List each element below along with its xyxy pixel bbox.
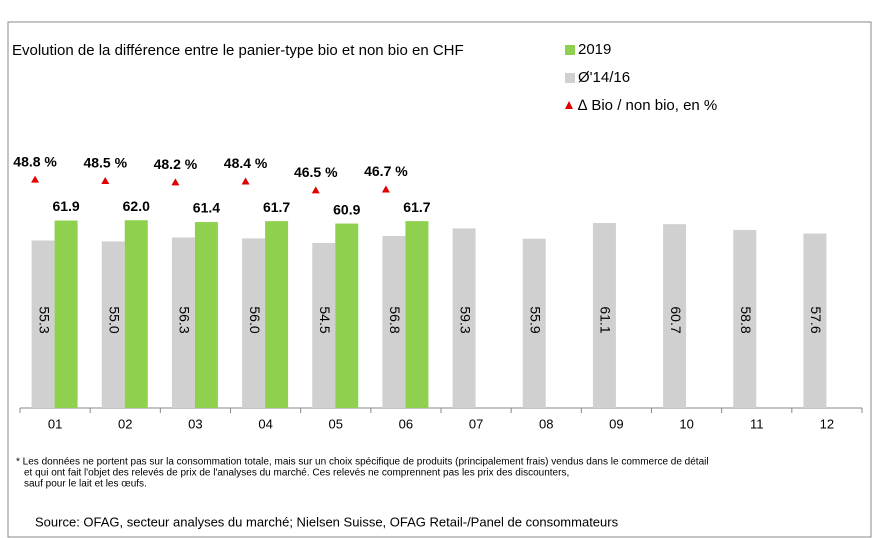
value-label: 62.0 — [123, 198, 150, 214]
bar — [242, 238, 266, 408]
x-tick-label: 05 — [329, 416, 343, 431]
x-tick-label: 03 — [188, 416, 202, 431]
bar — [382, 235, 406, 408]
value-label: 55.3 — [36, 306, 52, 333]
bar — [194, 222, 218, 408]
legend-label: Ø'14/16 — [578, 69, 630, 86]
value-label: 61.7 — [263, 199, 290, 215]
marker — [31, 175, 40, 183]
marker — [171, 178, 180, 186]
value-label: 56.8 — [387, 306, 403, 333]
legend-swatch — [565, 45, 575, 55]
legend-label: 2019 — [578, 41, 611, 58]
x-tick-label: 01 — [48, 416, 62, 431]
value-label: 48.5 % — [83, 155, 127, 171]
value-label: 46.5 % — [294, 164, 338, 180]
x-tick-label: 10 — [679, 416, 693, 431]
x-tick-label: 12 — [820, 416, 834, 431]
marker — [241, 177, 250, 185]
bar — [405, 221, 429, 408]
value-label: 48.2 % — [154, 156, 198, 172]
value-label: 54.5 — [317, 306, 333, 333]
bar — [522, 238, 546, 408]
source: Source: OFAG, secteur analyses du marché… — [35, 514, 619, 529]
value-label: 55.9 — [528, 306, 544, 333]
x-tick-label: 08 — [539, 416, 553, 431]
x-tick-label: 11 — [750, 416, 764, 431]
bar — [592, 222, 616, 408]
bar — [803, 233, 827, 408]
value-label: 48.4 % — [224, 155, 268, 171]
bar — [452, 228, 476, 408]
bar — [265, 221, 289, 408]
bar — [335, 223, 359, 408]
footnote: * Les données ne portent pas sur la cons… — [16, 457, 709, 468]
value-label: 59.3 — [457, 306, 473, 333]
bar — [101, 241, 125, 408]
value-label: 46.7 % — [364, 163, 408, 179]
value-label: 60.7 — [668, 306, 684, 333]
chart-title: Evolution de la différence entre le pani… — [12, 42, 464, 59]
value-label: 56.3 — [177, 306, 193, 333]
value-label: 57.6 — [808, 306, 824, 333]
bar — [171, 237, 195, 408]
x-tick-label: 04 — [258, 416, 272, 431]
x-tick-label: 07 — [469, 416, 483, 431]
legend-swatch — [565, 73, 575, 83]
value-label: 61.1 — [598, 306, 614, 333]
value-label: 48.8 % — [13, 153, 57, 169]
value-label: 61.4 — [193, 200, 220, 216]
value-label: 55.0 — [107, 306, 123, 333]
x-tick-label: 02 — [118, 416, 132, 431]
value-label: 61.7 — [403, 199, 430, 215]
legend-marker — [565, 101, 573, 109]
bar — [663, 224, 687, 408]
footnote: sauf pour le lait et les œufs. — [24, 479, 147, 490]
bar — [54, 220, 78, 408]
legend-label: ∆ Bio / non bio, en % — [578, 97, 717, 114]
bar — [733, 229, 757, 408]
frame — [7, 21, 872, 538]
bar — [31, 240, 55, 408]
x-tick-label: 09 — [609, 416, 623, 431]
marker — [311, 186, 320, 194]
value-label: 60.9 — [333, 201, 360, 217]
value-label: 61.9 — [52, 198, 79, 214]
value-label: 56.0 — [247, 306, 263, 333]
marker — [381, 185, 390, 193]
bar — [124, 220, 148, 408]
value-label: 58.8 — [738, 306, 754, 333]
bar — [312, 242, 336, 408]
x-tick-label: 06 — [399, 416, 413, 431]
marker — [101, 177, 110, 185]
footnote: et qui ont fait l'objet des relevés de p… — [24, 468, 569, 479]
